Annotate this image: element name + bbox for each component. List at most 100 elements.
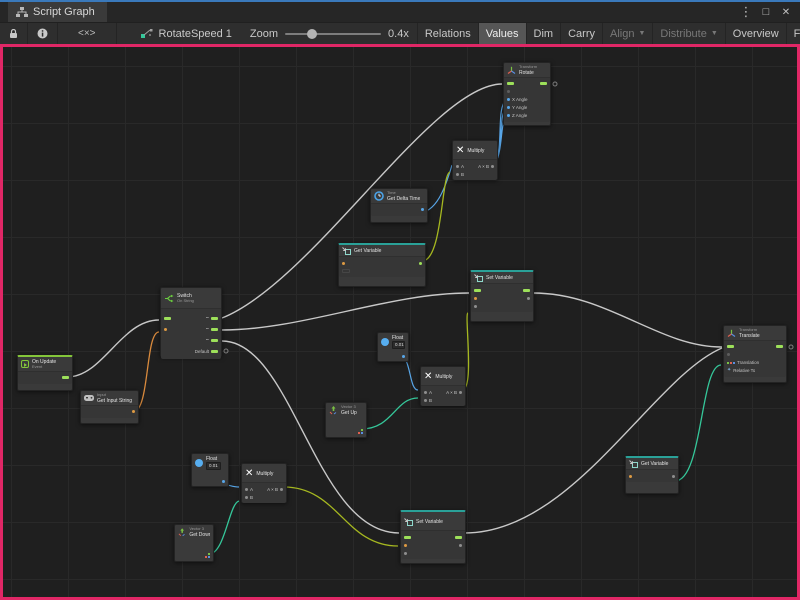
port-b-in[interactable]: [245, 495, 248, 499]
node-title: Float: [206, 456, 218, 462]
port-value-out[interactable]: [672, 474, 675, 478]
port-float-out[interactable]: [402, 355, 405, 358]
graph-canvas[interactable]: On Update Event Input Get Input String Swi…: [0, 44, 800, 600]
node-translate[interactable]: Transform Translate Translation ✦ Relative…: [723, 325, 787, 383]
node-set-variable-bottom[interactable]: Set Variable: [400, 510, 466, 564]
node-float-mid[interactable]: Float 0.01: [377, 332, 409, 362]
wire-value-getvariable-multiply[interactable]: [421, 171, 451, 262]
node-get-variable-bottom[interactable]: Get Variable: [625, 456, 679, 494]
carry-button[interactable]: Carry: [561, 23, 603, 44]
graph-ref-icon: [140, 29, 153, 38]
dim-button[interactable]: Dim: [527, 23, 562, 44]
port-flow-in[interactable]: [727, 345, 734, 349]
port-label: Translation: [737, 360, 760, 366]
close-button[interactable]: ✕: [781, 6, 791, 18]
port-string-out[interactable]: [132, 410, 135, 414]
wire-flow-switch-setvariable-bottom[interactable]: [221, 340, 400, 534]
port-name-in[interactable]: [474, 296, 477, 300]
port-b-in[interactable]: [424, 398, 427, 402]
node-switch-on-string[interactable]: Switch On String "" "" "" Default: [160, 287, 222, 359]
port-result-out[interactable]: [459, 390, 462, 394]
maximize-button[interactable]: □: [762, 6, 770, 18]
port-target-in[interactable]: [507, 90, 510, 94]
port-value-in[interactable]: [474, 304, 477, 308]
node-multiply-top[interactable]: ✕ Multiply A A × B B: [452, 140, 498, 180]
port-a-in[interactable]: [456, 164, 459, 168]
wire-vector-getvariable-translate[interactable]: [674, 364, 722, 482]
wire-flow-onupdate-switch[interactable]: [66, 319, 160, 378]
node-multiply-bottom[interactable]: ✕ Multiply A A × B B: [241, 463, 287, 503]
wire-value-multiply-setvariable-bottom[interactable]: [283, 486, 399, 547]
node-get-variable-mid[interactable]: Get Variable: [338, 243, 426, 287]
overview-button[interactable]: Overview: [726, 23, 787, 44]
wire-flow-setvariable-bottom-translate[interactable]: [464, 347, 723, 534]
node-get-up[interactable]: Vector 3 Get Up: [325, 402, 367, 438]
node-get-input-string[interactable]: Input Get Input String: [80, 390, 139, 424]
port-flow-in[interactable]: [474, 288, 481, 292]
variable-name-field[interactable]: [342, 269, 350, 273]
port-flow-in[interactable]: [507, 82, 514, 86]
relations-button[interactable]: Relations: [418, 23, 479, 44]
port-a-in[interactable]: [245, 487, 248, 491]
port-flow-out[interactable]: [62, 376, 69, 380]
port-result-out[interactable]: [280, 487, 283, 491]
wire-flow-setvariable-translate[interactable]: [532, 292, 723, 348]
port-result-out[interactable]: [491, 164, 494, 168]
distribute-dropdown[interactable]: Distribute ▼: [653, 23, 726, 44]
graph-reference[interactable]: RotateSpeed 1: [131, 23, 242, 44]
port-float-out[interactable]: [421, 208, 424, 212]
node-get-delta-time[interactable]: Time Get Delta Time: [370, 188, 428, 223]
port-name-in[interactable]: [404, 543, 407, 547]
port-flow-out[interactable]: [523, 288, 530, 292]
fullscreen-button[interactable]: Full Screen: [787, 23, 800, 44]
port-target-in[interactable]: [727, 353, 730, 357]
port-flow-out[interactable]: [776, 345, 783, 349]
port-float-out[interactable]: [222, 480, 225, 483]
float-value-field[interactable]: 0.01: [392, 341, 405, 349]
port-value-out[interactable]: [459, 543, 462, 547]
window-menu-button[interactable]: ⋮: [739, 4, 753, 19]
port-name-in[interactable]: [342, 261, 345, 265]
port-value-out[interactable]: [419, 261, 422, 265]
lock-button[interactable]: [0, 23, 28, 44]
port-value-out[interactable]: [527, 296, 530, 300]
node-float-bottom[interactable]: Float 0.01: [191, 453, 229, 487]
port-selector-in[interactable]: [164, 328, 167, 331]
zoom-slider-handle[interactable]: [307, 28, 318, 39]
port-flow-in[interactable]: [404, 535, 411, 539]
wire-flow-switch-rotate[interactable]: [221, 83, 503, 319]
zoom-slider[interactable]: [285, 28, 382, 39]
port-vector-out[interactable]: [358, 429, 363, 434]
port-default-out[interactable]: [211, 350, 218, 353]
info-button[interactable]: [28, 23, 58, 44]
node-set-variable-mid[interactable]: Set Variable: [470, 270, 534, 322]
port-z-angle-in[interactable]: [507, 114, 510, 118]
align-dropdown[interactable]: Align ▼: [603, 23, 654, 44]
port-case-out[interactable]: [211, 339, 218, 342]
port-b-in[interactable]: [456, 172, 459, 176]
port-vector-out[interactable]: [205, 553, 210, 558]
port-name-in[interactable]: [629, 474, 632, 478]
port-flow-out[interactable]: [455, 535, 462, 539]
port-case-out[interactable]: [211, 317, 218, 320]
port-case-out[interactable]: [211, 328, 218, 331]
node-rotate[interactable]: Transform Rotate X Angle Y Angle Z Angle: [503, 62, 551, 126]
tab-script-graph[interactable]: Script Graph: [8, 2, 107, 22]
port-flow-in[interactable]: [164, 317, 171, 320]
port-x-angle-in[interactable]: [507, 98, 510, 102]
port-a-in[interactable]: [424, 390, 427, 394]
port-y-angle-in[interactable]: [507, 106, 510, 110]
wire-flow-switch-setvariable-mid[interactable]: [221, 292, 470, 331]
port-flow-out[interactable]: [540, 82, 547, 86]
node-multiply-mid[interactable]: ✕ Multiply A A × B B: [420, 366, 466, 406]
values-button[interactable]: Values: [478, 23, 527, 44]
case-label: "": [205, 338, 209, 343]
node-get-down[interactable]: Vector 3 Get Down: [174, 524, 214, 562]
wire-vector-getup-multiply[interactable]: [360, 397, 419, 430]
code-view-button[interactable]: <×>: [58, 23, 117, 44]
node-on-update[interactable]: On Update Event: [17, 355, 73, 391]
space-icon: ✦: [727, 367, 732, 374]
variable-icon: [404, 517, 413, 526]
port-value-in[interactable]: [404, 551, 407, 555]
float-value-field[interactable]: 0.01: [206, 462, 221, 470]
